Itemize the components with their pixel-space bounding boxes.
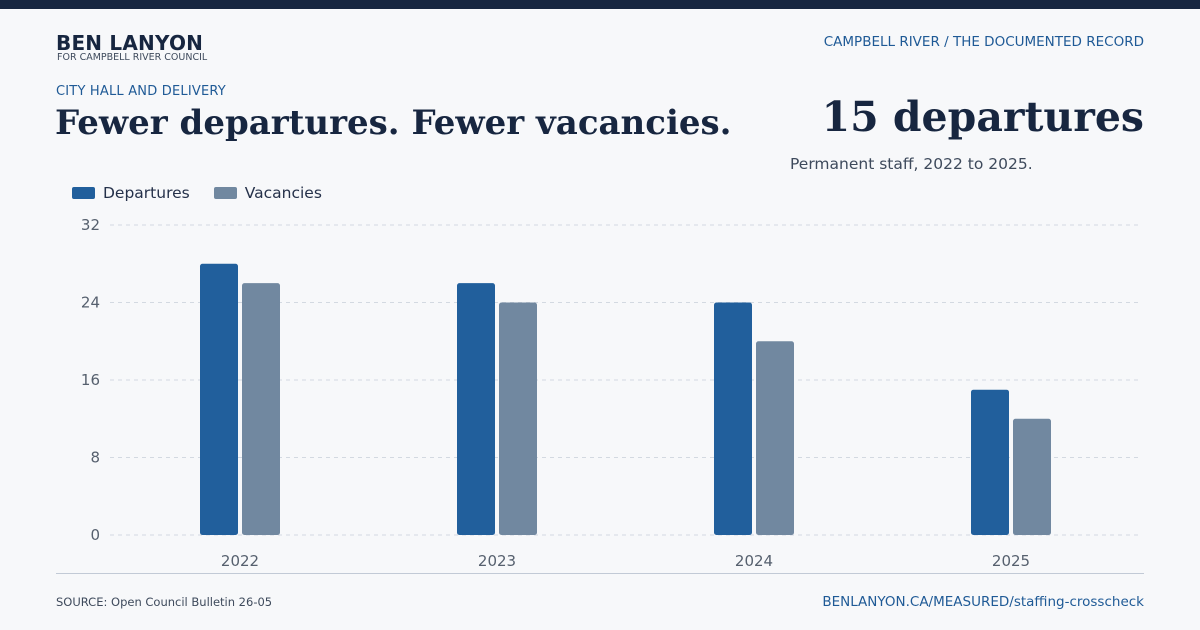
y-tick-label: 16 <box>81 371 100 389</box>
departures-bar <box>200 263 238 535</box>
departures-bar <box>971 389 1009 535</box>
chart-legend: Departures Vacancies <box>72 184 346 202</box>
section-label: CAMPBELL RIVER / THE DOCUMENTED RECORD <box>823 34 1144 50</box>
x-tick-label: 2025 <box>992 552 1030 570</box>
legend-label-departures: Departures <box>103 184 190 202</box>
footer-divider <box>56 573 1144 574</box>
footer-link[interactable]: BENLANYON.CA/MEASURED/staffing-crosschec… <box>822 594 1144 610</box>
page-title: Fewer departures. Fewer vacancies. <box>55 103 732 143</box>
legend-item-vacancies: Vacancies <box>213 184 322 202</box>
vacancies-bar <box>242 283 280 535</box>
x-tick-label: 2022 <box>221 552 259 570</box>
departures-bar <box>457 283 495 535</box>
y-tick-label: 24 <box>81 294 100 312</box>
y-tick-label: 32 <box>81 216 100 234</box>
vacancies-bar <box>499 302 537 535</box>
brand-name: BEN LANYON <box>56 31 204 55</box>
legend-swatch-departures <box>72 187 95 199</box>
y-tick-label: 0 <box>90 526 100 544</box>
x-tick-label: 2023 <box>478 552 516 570</box>
legend-item-departures: Departures <box>72 184 190 202</box>
x-tick-label: 2024 <box>735 552 773 570</box>
legend-swatch-vacancies <box>213 187 237 199</box>
y-tick-label: 8 <box>90 449 100 467</box>
brand-subtitle: FOR CAMPBELL RIVER COUNCIL <box>57 52 208 63</box>
departures-bar <box>714 302 752 535</box>
kicker: CITY HALL AND DELIVERY <box>56 84 226 99</box>
big-stat: 15 departures <box>821 93 1144 141</box>
source-note: SOURCE: Open Council Bulletin 26-05 <box>56 595 273 609</box>
top-accent-bar <box>0 0 1200 9</box>
stat-subtitle: Permanent staff, 2022 to 2025. <box>790 155 1033 173</box>
legend-label-vacancies: Vacancies <box>244 184 322 202</box>
vacancies-bar <box>756 341 794 535</box>
vacancies-bar <box>1013 418 1051 535</box>
